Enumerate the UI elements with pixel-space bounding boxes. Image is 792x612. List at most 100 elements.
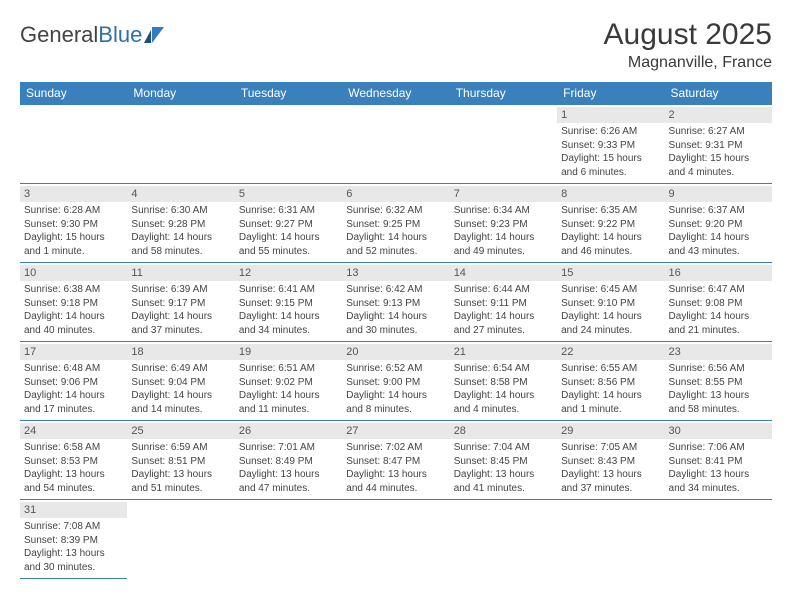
day-details: Sunrise: 6:27 AMSunset: 9:31 PMDaylight:… xyxy=(669,125,768,179)
sunrise-text: Sunrise: 7:02 AM xyxy=(346,441,445,455)
day-details: Sunrise: 6:55 AMSunset: 8:56 PMDaylight:… xyxy=(561,362,660,416)
day-number: 20 xyxy=(342,344,449,360)
day-cell: 7Sunrise: 6:34 AMSunset: 9:23 PMDaylight… xyxy=(450,184,557,263)
daylight-text: Daylight: 15 hours and 4 minutes. xyxy=(669,152,768,179)
sunrise-text: Sunrise: 6:35 AM xyxy=(561,204,660,218)
sunset-text: Sunset: 9:30 PM xyxy=(24,218,123,232)
sunrise-text: Sunrise: 6:52 AM xyxy=(346,362,445,376)
day-details: Sunrise: 6:52 AMSunset: 9:00 PMDaylight:… xyxy=(346,362,445,416)
day-details: Sunrise: 6:38 AMSunset: 9:18 PMDaylight:… xyxy=(24,283,123,337)
day-number: 18 xyxy=(127,344,234,360)
daylight-text: Daylight: 13 hours and 41 minutes. xyxy=(454,468,553,495)
daylight-text: Daylight: 14 hours and 21 minutes. xyxy=(669,310,768,337)
daylight-text: Daylight: 14 hours and 37 minutes. xyxy=(131,310,230,337)
day-number: 11 xyxy=(127,265,234,281)
day-details: Sunrise: 6:58 AMSunset: 8:53 PMDaylight:… xyxy=(24,441,123,495)
sunset-text: Sunset: 9:11 PM xyxy=(454,297,553,311)
daylight-text: Daylight: 13 hours and 44 minutes. xyxy=(346,468,445,495)
sunrise-text: Sunrise: 6:42 AM xyxy=(346,283,445,297)
daylight-text: Daylight: 14 hours and 4 minutes. xyxy=(454,389,553,416)
sunset-text: Sunset: 8:56 PM xyxy=(561,376,660,390)
day-details: Sunrise: 6:59 AMSunset: 8:51 PMDaylight:… xyxy=(131,441,230,495)
day-cell: 31Sunrise: 7:08 AMSunset: 8:39 PMDayligh… xyxy=(20,500,127,579)
day-cell xyxy=(450,105,557,184)
day-cell: 20 Sunrise: 6:52 AMSunset: 9:00 PMDayligh… xyxy=(342,342,449,421)
week-row: 10Sunrise: 6:38 AMSunset: 9:18 PMDayligh… xyxy=(20,263,772,342)
sunrise-text: Sunrise: 6:56 AM xyxy=(669,362,768,376)
day-cell xyxy=(342,105,449,184)
sunrise-text: Sunrise: 6:27 AM xyxy=(669,125,768,139)
day-cell: 10Sunrise: 6:38 AMSunset: 9:18 PMDayligh… xyxy=(20,263,127,342)
month-title: August 2025 xyxy=(604,18,772,52)
day-number: 31 xyxy=(20,502,127,518)
sunrise-text: Sunrise: 6:38 AM xyxy=(24,283,123,297)
sunset-text: Sunset: 9:13 PM xyxy=(346,297,445,311)
location: Magnanville, France xyxy=(604,54,772,72)
day-number: 21 xyxy=(450,344,557,360)
sunrise-text: Sunrise: 6:48 AM xyxy=(24,362,123,376)
day-number: 8 xyxy=(557,186,664,202)
day-number: 3 xyxy=(20,186,127,202)
sunset-text: Sunset: 9:08 PM xyxy=(669,297,768,311)
sunrise-text: Sunrise: 6:31 AM xyxy=(239,204,338,218)
day-cell xyxy=(127,500,234,579)
day-cell: 9Sunrise: 6:37 AMSunset: 9:20 PMDaylight… xyxy=(665,184,772,263)
day-number: 29 xyxy=(557,423,664,439)
day-cell: 27 Sunrise: 7:02 AMSunset: 8:47 PMDayligh… xyxy=(342,421,449,500)
day-number: 15 xyxy=(557,265,664,281)
sunset-text: Sunset: 9:27 PM xyxy=(239,218,338,232)
week-row: 17Sunrise: 6:48 AMSunset: 9:06 PMDayligh… xyxy=(20,342,772,421)
header: GeneralBlue August 2025 Magnanville, Fra… xyxy=(20,18,772,72)
daylight-text: Daylight: 14 hours and 40 minutes. xyxy=(24,310,123,337)
dayhead-wed: Wednesday xyxy=(342,82,449,105)
sunset-text: Sunset: 8:51 PM xyxy=(131,455,230,469)
sunset-text: Sunset: 9:25 PM xyxy=(346,218,445,232)
sunrise-text: Sunrise: 6:45 AM xyxy=(561,283,660,297)
day-number: 27 xyxy=(342,423,449,439)
sunset-text: Sunset: 9:18 PM xyxy=(24,297,123,311)
day-header-row: Sunday Monday Tuesday Wednesday Thursday… xyxy=(20,82,772,105)
day-cell: 8 Sunrise: 6:35 AMSunset: 9:22 PMDaylight… xyxy=(557,184,664,263)
day-details: Sunrise: 6:44 AMSunset: 9:11 PMDaylight:… xyxy=(454,283,553,337)
sunrise-text: Sunrise: 6:44 AM xyxy=(454,283,553,297)
day-number: 5 xyxy=(235,186,342,202)
day-cell: 23Sunrise: 6:56 AMSunset: 8:55 PMDayligh… xyxy=(665,342,772,421)
day-number: 1 xyxy=(557,107,664,123)
dayhead-mon: Monday xyxy=(127,82,234,105)
sunset-text: Sunset: 9:00 PM xyxy=(346,376,445,390)
day-number: 12 xyxy=(235,265,342,281)
day-cell: 26Sunrise: 7:01 AMSunset: 8:49 PMDayligh… xyxy=(235,421,342,500)
sunrise-text: Sunrise: 6:37 AM xyxy=(669,204,768,218)
day-cell xyxy=(450,500,557,579)
day-details: Sunrise: 6:35 AMSunset: 9:22 PMDaylight:… xyxy=(561,204,660,258)
daylight-text: Daylight: 14 hours and 55 minutes. xyxy=(239,231,338,258)
sunset-text: Sunset: 9:22 PM xyxy=(561,218,660,232)
day-details: Sunrise: 6:34 AMSunset: 9:23 PMDaylight:… xyxy=(454,204,553,258)
day-cell: 13Sunrise: 6:42 AMSunset: 9:13 PMDayligh… xyxy=(342,263,449,342)
day-cell: 21Sunrise: 6:54 AMSunset: 8:58 PMDayligh… xyxy=(450,342,557,421)
day-details: Sunrise: 6:49 AMSunset: 9:04 PMDaylight:… xyxy=(131,362,230,416)
logo: GeneralBlue xyxy=(20,18,166,48)
sunrise-text: Sunrise: 6:41 AM xyxy=(239,283,338,297)
daylight-text: Daylight: 13 hours and 51 minutes. xyxy=(131,468,230,495)
day-cell: 17Sunrise: 6:48 AMSunset: 9:06 PMDayligh… xyxy=(20,342,127,421)
sunrise-text: Sunrise: 6:49 AM xyxy=(131,362,230,376)
day-cell xyxy=(235,105,342,184)
sunset-text: Sunset: 8:39 PM xyxy=(24,534,123,548)
sunrise-text: Sunrise: 7:04 AM xyxy=(454,441,553,455)
day-details: Sunrise: 6:31 AMSunset: 9:27 PMDaylight:… xyxy=(239,204,338,258)
day-number: 4 xyxy=(127,186,234,202)
day-cell: 14Sunrise: 6:44 AMSunset: 9:11 PMDayligh… xyxy=(450,263,557,342)
dayhead-sat: Saturday xyxy=(665,82,772,105)
sunset-text: Sunset: 9:15 PM xyxy=(239,297,338,311)
sunset-text: Sunset: 8:47 PM xyxy=(346,455,445,469)
day-number: 6 xyxy=(342,186,449,202)
day-number: 13 xyxy=(342,265,449,281)
sunset-text: Sunset: 9:17 PM xyxy=(131,297,230,311)
logo-text-1: General xyxy=(20,22,98,48)
day-number: 24 xyxy=(20,423,127,439)
daylight-text: Daylight: 13 hours and 37 minutes. xyxy=(561,468,660,495)
day-details: Sunrise: 6:28 AMSunset: 9:30 PMDaylight:… xyxy=(24,204,123,258)
day-details: Sunrise: 7:05 AMSunset: 8:43 PMDaylight:… xyxy=(561,441,660,495)
daylight-text: Daylight: 14 hours and 46 minutes. xyxy=(561,231,660,258)
